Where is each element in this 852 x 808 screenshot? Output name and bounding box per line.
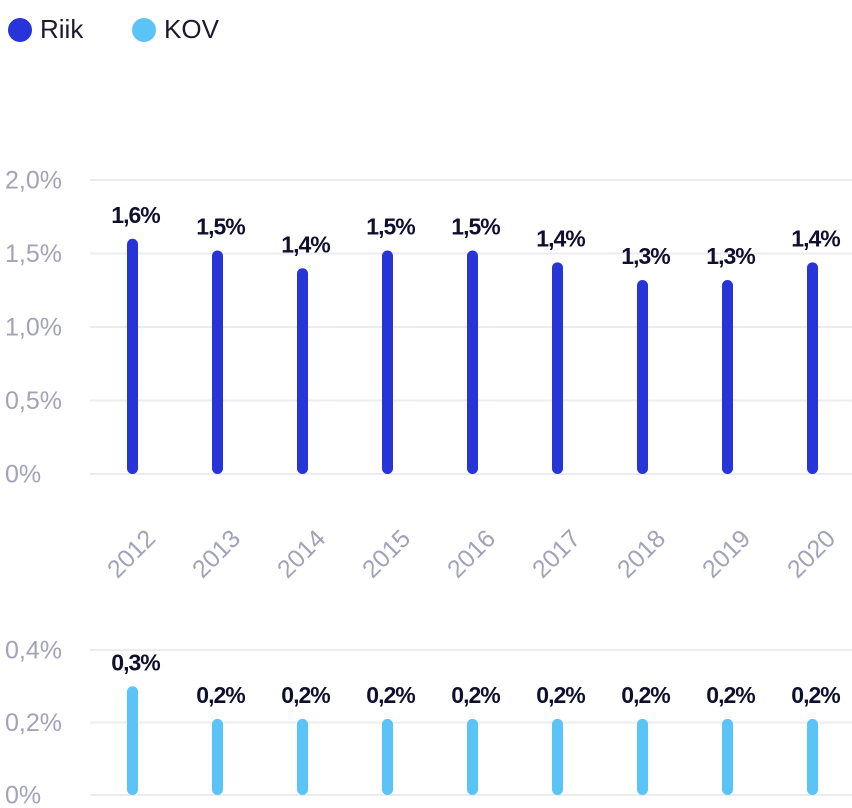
x-tick-label: 2012: [102, 524, 161, 583]
legend-label: KOV: [164, 14, 220, 44]
legend-label: Riik: [40, 14, 84, 44]
value-label: 0,2%: [366, 682, 415, 708]
y-tick-label: 0,4%: [5, 637, 62, 665]
value-label: 1,5%: [196, 214, 245, 240]
bar: [552, 262, 563, 474]
value-label: 0,2%: [706, 682, 755, 708]
y-tick-label: 0%: [5, 461, 41, 489]
x-tick-label: 2020: [782, 524, 841, 583]
y-tick-label: 1,0%: [5, 314, 62, 342]
bar: [807, 718, 818, 795]
bar: [807, 262, 818, 474]
bar: [297, 718, 308, 795]
y-tick-label: 0,2%: [5, 709, 62, 737]
value-label: 0,2%: [281, 682, 330, 708]
x-tick-label: 2013: [187, 524, 246, 583]
bar: [467, 718, 478, 795]
value-label: 1,3%: [621, 243, 670, 269]
y-tick-label: 0%: [5, 782, 41, 808]
x-tick-label: 2017: [527, 524, 586, 583]
value-label: 1,4%: [281, 231, 330, 257]
y-tick-label: 2,0%: [5, 167, 62, 195]
bar: [637, 718, 648, 795]
bar: [382, 250, 393, 474]
bar: [552, 718, 563, 795]
value-label: 0,2%: [536, 682, 585, 708]
value-label: 1,4%: [536, 225, 585, 251]
value-label: 1,4%: [791, 225, 840, 251]
bar: [722, 279, 733, 474]
legend-swatch: [8, 18, 32, 42]
x-tick-label: 2015: [357, 524, 416, 583]
value-label: 1,3%: [706, 243, 755, 269]
bar: [127, 686, 138, 795]
value-label: 1,5%: [451, 214, 500, 240]
legend-swatch: [132, 18, 156, 42]
value-label: 1,5%: [366, 214, 415, 240]
y-tick-label: 1,5%: [5, 240, 62, 268]
bar: [127, 238, 138, 474]
value-label: 1,6%: [111, 202, 160, 228]
bar: [722, 718, 733, 795]
value-label: 0,3%: [111, 649, 160, 675]
bar: [212, 718, 223, 795]
value-label: 0,2%: [196, 682, 245, 708]
x-tick-label: 2014: [272, 524, 331, 583]
x-tick-label: 2016: [442, 524, 501, 583]
value-label: 0,2%: [621, 682, 670, 708]
x-tick-label: 2019: [697, 524, 756, 583]
bar: [382, 718, 393, 795]
value-label: 0,2%: [791, 682, 840, 708]
value-label: 0,2%: [451, 682, 500, 708]
bar: [297, 268, 308, 474]
x-tick-label: 2018: [612, 524, 671, 583]
bar: [212, 250, 223, 474]
bar: [467, 250, 478, 474]
y-tick-label: 0,5%: [5, 387, 62, 415]
bar: [637, 279, 648, 474]
